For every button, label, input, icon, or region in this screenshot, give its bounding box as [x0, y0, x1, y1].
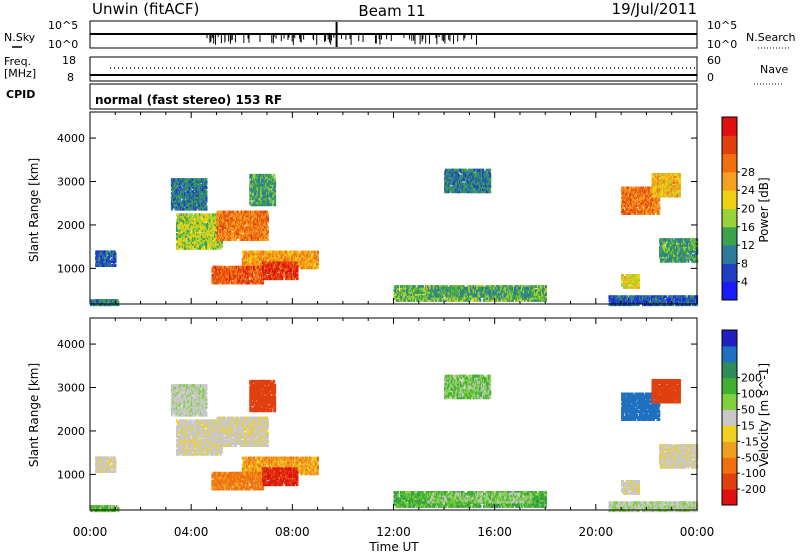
- power-cell: [250, 256, 252, 259]
- power-cell: [270, 174, 272, 177]
- power-cell: [477, 169, 479, 172]
- freq-right-label: Nave: [760, 63, 788, 76]
- power-cell: [242, 266, 244, 269]
- power-cell: [312, 251, 314, 254]
- power-cell: [224, 266, 226, 269]
- power-cell: [206, 186, 208, 189]
- power-cell: [273, 174, 275, 177]
- power-cell: [206, 190, 208, 193]
- noise-left-label: N.Sky: [4, 31, 36, 44]
- power-cell: [206, 178, 208, 181]
- freq-left-tick-bottom: 8: [67, 71, 74, 84]
- power-cell: [279, 265, 281, 268]
- noise-left-tick-top: 10^5: [48, 19, 78, 32]
- power-cell: [287, 251, 289, 254]
- noise-right-tick-top: 10^5: [707, 19, 737, 32]
- power-cell: [285, 251, 287, 254]
- freq-panel-frame: [90, 57, 697, 81]
- noise-right-tick-bottom: 10^0: [707, 38, 737, 51]
- cpid-text: normal (fast stereo) 153 RF: [95, 93, 282, 107]
- power-cell: [191, 213, 193, 216]
- freq-left-label-2: [MHz]: [4, 67, 36, 80]
- power-cell: [489, 169, 491, 172]
- noise-left-tick-bottom: 10^0: [48, 38, 78, 51]
- freq-right-tick-bottom: 0: [707, 71, 714, 84]
- power-cell: [267, 234, 269, 237]
- power-cell: [298, 251, 300, 254]
- power-cell: [486, 169, 488, 172]
- power-cell: [317, 256, 319, 259]
- power-cell: [267, 226, 269, 229]
- power-cell: [278, 261, 280, 264]
- power-cell: [422, 285, 424, 288]
- power-cell: [397, 285, 399, 288]
- power-cell: [317, 251, 319, 254]
- power-cell: [221, 245, 223, 248]
- power-cell: [110, 264, 112, 267]
- power-cell: [115, 252, 117, 255]
- noise-right-label: N.Search: [746, 31, 796, 44]
- power-cell: [296, 261, 298, 264]
- power-cell: [267, 213, 269, 216]
- date-title: 19/Jul/2011: [612, 0, 697, 18]
- power-cell: [479, 299, 481, 302]
- power-cell: [489, 190, 491, 193]
- power-cell: [267, 238, 269, 241]
- power-cell: [186, 178, 188, 181]
- freq-left-tick-top: 18: [62, 54, 76, 67]
- station-title: Unwin (fitACF): [92, 0, 199, 18]
- power-cell: [297, 265, 299, 268]
- power-heatmap: [90, 169, 698, 306]
- cpid-label: CPID: [6, 88, 35, 101]
- power-cell: [115, 264, 117, 267]
- power-cell: [268, 174, 270, 177]
- power-cell: [206, 206, 208, 209]
- beam-title: Beam 11: [358, 2, 425, 20]
- power-cell: [274, 190, 276, 193]
- power-cell: [317, 266, 319, 269]
- power-cell: [191, 217, 193, 220]
- power-cell: [489, 173, 491, 176]
- power-cell: [221, 241, 223, 244]
- power-cell: [228, 266, 230, 269]
- freq-right-tick-top: 60: [707, 54, 721, 67]
- power-cell: [196, 247, 198, 250]
- power-cell: [224, 211, 226, 214]
- power-cell: [310, 251, 312, 254]
- power-cell: [274, 178, 276, 181]
